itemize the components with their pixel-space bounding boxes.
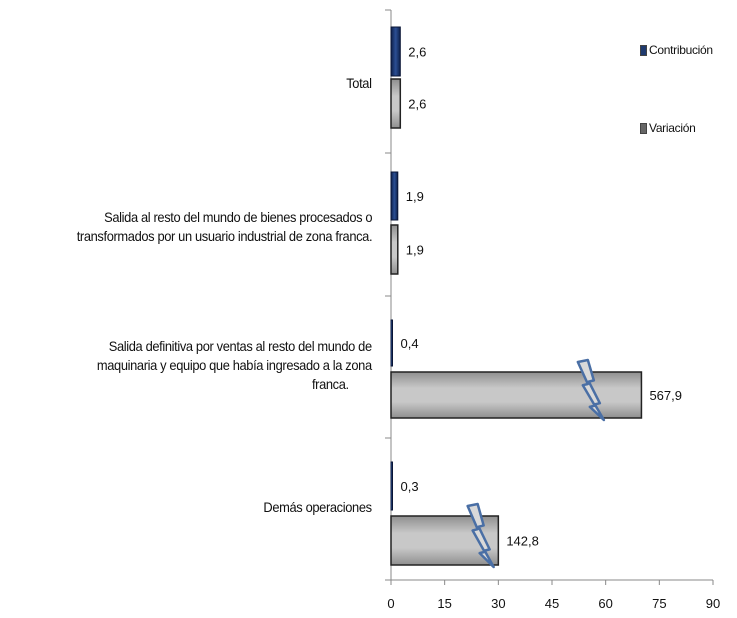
legend-label-variacion: Variación xyxy=(649,121,696,135)
category-label-0: Total xyxy=(346,74,373,93)
x-tick-label-45: 45 xyxy=(545,596,559,611)
x-tick-label-90: 90 xyxy=(706,596,720,611)
category-label-1: Salida al resto del mundo de bienes proc… xyxy=(76,208,372,246)
data-label-variacion-2: 567,9 xyxy=(649,388,682,403)
data-label-contribucion-0: 2,6 xyxy=(408,45,426,60)
bar-variacion-0 xyxy=(390,78,402,129)
legend-swatch-variacion xyxy=(640,122,647,134)
data-label-variacion-1: 1,9 xyxy=(406,243,424,258)
category-label-line: Salida al resto del mundo de bienes proc… xyxy=(103,209,373,225)
x-tick-label-75: 75 xyxy=(652,596,666,611)
category-label-line: Salida definitiva por ventas al resto de… xyxy=(109,338,372,354)
bar-variacion-2 xyxy=(390,371,643,419)
x-tick-label-15: 15 xyxy=(437,596,451,611)
category-label-line: Demás operaciones xyxy=(263,499,373,515)
bar-contribucion-1 xyxy=(390,171,399,221)
category-label-2: Salida definitiva por ventas al resto de… xyxy=(97,337,372,394)
data-label-variacion-0: 2,6 xyxy=(408,97,426,112)
legend-variacion: Variación xyxy=(640,121,696,135)
legend-contribucion: Contribución xyxy=(640,43,713,57)
data-label-contribucion-1: 1,9 xyxy=(406,189,424,204)
data-label-variacion-3: 142,8 xyxy=(506,534,539,549)
legend-swatch-contribucion xyxy=(640,44,647,56)
bar-contribucion-3 xyxy=(390,461,393,511)
axis-break-icon-2 xyxy=(576,358,606,422)
bar-contribucion-2 xyxy=(390,319,393,367)
category-label-line: Total xyxy=(346,75,373,91)
x-tick-label-0: 0 xyxy=(387,596,394,611)
category-label-3: Demás operaciones xyxy=(263,498,373,517)
x-tick-label-60: 60 xyxy=(598,596,612,611)
axis-break-icon-3 xyxy=(466,502,495,569)
legend-label-contribucion: Contribución xyxy=(649,43,713,57)
data-label-contribucion-2: 0,4 xyxy=(401,336,419,351)
bar-contribucion-0 xyxy=(390,26,401,77)
bar-variacion-1 xyxy=(390,224,399,275)
category-label-line: maquinaria y equipo que había ingresado … xyxy=(97,357,372,373)
data-label-contribucion-3: 0,3 xyxy=(401,479,419,494)
category-label-line: franca. xyxy=(312,376,349,392)
category-label-line: transformados por un usuario industrial … xyxy=(76,228,372,244)
x-tick-label-30: 30 xyxy=(491,596,505,611)
